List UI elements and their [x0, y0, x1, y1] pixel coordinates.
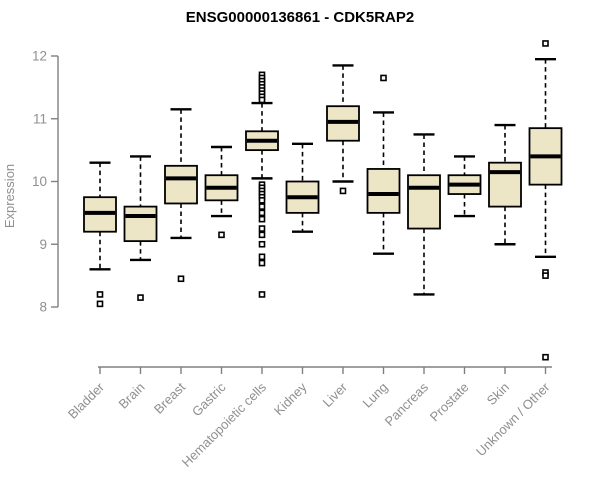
- outlier-point: [258, 197, 266, 204]
- outlier-point: [218, 231, 225, 239]
- x-category-label: Unknown / Other: [473, 379, 553, 459]
- outlier-point: [177, 275, 185, 283]
- y-tick-label: 10: [32, 174, 47, 189]
- x-category-label: Pancreas: [382, 379, 432, 429]
- x-category-label: Bladder: [65, 379, 108, 422]
- outlier-point: [258, 291, 266, 298]
- x-category-label: Lung: [360, 380, 391, 411]
- outlier-point: [258, 209, 266, 217]
- x-category-label: Gastric: [189, 379, 229, 419]
- x-category-label: Brain: [116, 380, 148, 412]
- box: [123, 205, 158, 243]
- outlier-point: [137, 294, 144, 301]
- x-category-label: Prostate: [427, 380, 472, 425]
- y-tick-label: 8: [39, 300, 47, 315]
- outlier-point: [96, 291, 104, 298]
- outlier-point: [258, 215, 266, 223]
- outlier-point: [258, 240, 266, 248]
- y-tick-label: 11: [33, 111, 47, 126]
- outlier-point: [380, 74, 387, 82]
- x-category-label: Skin: [484, 380, 512, 408]
- box: [488, 161, 522, 208]
- outlier-point: [542, 40, 549, 47]
- y-axis-title: Expression: [2, 164, 17, 228]
- outlier-point: [258, 225, 266, 232]
- plot-title: ENSG00000136861 - CDK5RAP2: [186, 9, 414, 26]
- x-category-label: Breast: [151, 379, 188, 416]
- outlier-point: [542, 353, 549, 361]
- box: [366, 168, 401, 214]
- outlier-point: [258, 203, 266, 210]
- outlier-point: [258, 259, 266, 267]
- outlier-point: [96, 300, 104, 308]
- outlier-point: [339, 187, 347, 195]
- box: [164, 164, 198, 205]
- x-category-label: Liver: [320, 379, 351, 410]
- outlier-point: [258, 231, 266, 239]
- y-tick-label: 9: [39, 237, 47, 252]
- outlier-point: [258, 96, 266, 104]
- outlier-point: [542, 272, 549, 279]
- x-category-label: Kidney: [271, 379, 310, 418]
- outlier-point: [258, 253, 266, 261]
- y-tick-label: 12: [32, 49, 47, 64]
- box: [407, 174, 441, 230]
